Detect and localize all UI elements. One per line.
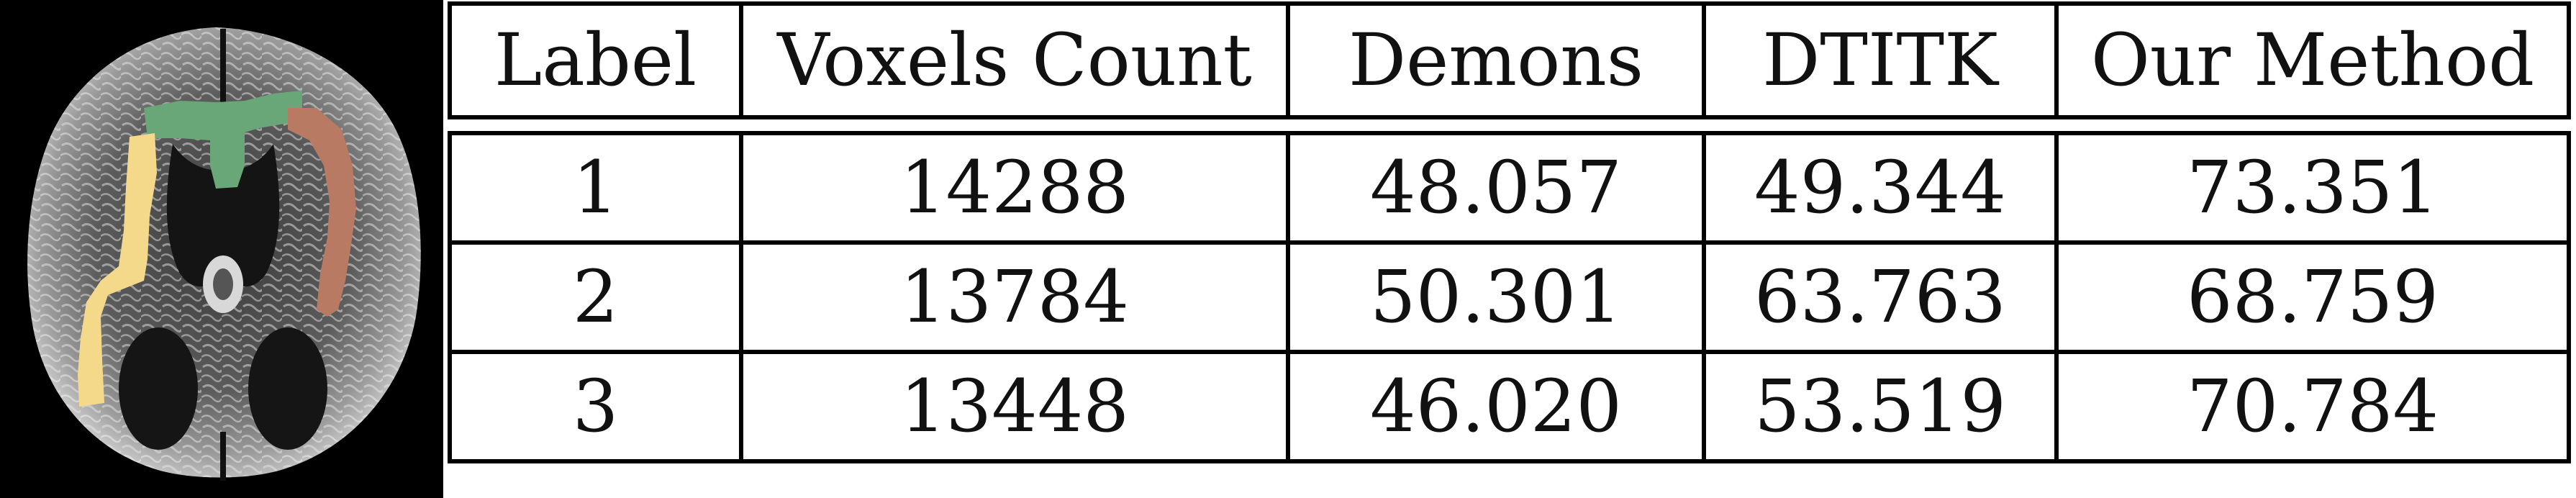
cell-demons: 48.057 (1286, 131, 1706, 245)
cell-demons: 50.301 (1286, 240, 1706, 354)
table-body: 1 14288 48.057 49.344 73.351 2 13784 50.… (448, 131, 2571, 463)
header-label: Label (448, 1, 743, 119)
cell-label: 2 (448, 240, 743, 354)
cell-dtitk: 49.344 (1702, 131, 2059, 245)
table-row: 2 13784 50.301 63.763 68.759 (448, 240, 2571, 354)
brain-mri-svg (0, 0, 443, 498)
header-voxels-count: Voxels Count (739, 1, 1290, 119)
double-rule (450, 115, 2569, 135)
cell-our-method: 68.759 (2054, 240, 2571, 354)
header-dtitk: DTITK (1702, 1, 2059, 119)
table-header: Label Voxels Count Demons DTITK Our Meth… (448, 1, 2571, 119)
results-table: Label Voxels Count Demons DTITK Our Meth… (448, 1, 2571, 463)
region-yellow (78, 133, 157, 407)
cell-voxels-count: 13448 (739, 350, 1290, 463)
double-rule-cell (450, 115, 2569, 135)
region-green (144, 91, 302, 189)
cell-voxels-count: 13784 (739, 240, 1290, 354)
cell-dtitk: 53.519 (1702, 350, 2059, 463)
header-row: Label Voxels Count Demons DTITK Our Meth… (448, 1, 2571, 119)
table-row: 3 13448 46.020 53.519 70.784 (448, 350, 2571, 463)
cell-our-method: 70.784 (2054, 350, 2571, 463)
header-separator (450, 115, 2569, 135)
brain-mri-image (0, 0, 443, 498)
table-row: 1 14288 48.057 49.344 73.351 (448, 131, 2571, 245)
cell-dtitk: 63.763 (1702, 240, 2059, 354)
cell-label: 3 (448, 350, 743, 463)
ventricles (166, 144, 280, 287)
cell-label: 1 (448, 131, 743, 245)
cell-demons: 46.020 (1286, 350, 1706, 463)
cell-voxels-count: 14288 (739, 131, 1290, 245)
header-demons: Demons (1286, 1, 1706, 119)
region-brown (288, 108, 356, 317)
header-our-method: Our Method (2054, 1, 2571, 119)
cell-our-method: 73.351 (2054, 131, 2571, 245)
